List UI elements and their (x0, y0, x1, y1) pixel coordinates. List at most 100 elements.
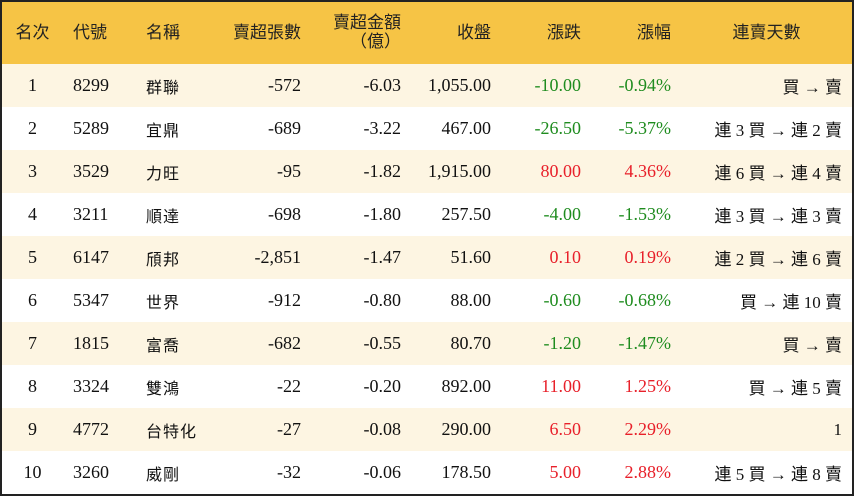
sell-lots-cell: -682 (216, 322, 311, 365)
table-row: 9 4772 台特化 -27 -0.08 290.00 6.50 2.29% 1 (1, 408, 853, 451)
table-row: 4 3211 順達 -698 -1.80 257.50 -4.00 -1.53% 連 3 買 →… (1, 193, 853, 236)
close-cell: 80.70 (411, 322, 501, 365)
sell-amount-cell: -0.06 (363, 462, 402, 482)
rank-cell: 3 (1, 150, 63, 193)
sell-days-cell: 連 2 買 → 連 6 賣 (681, 236, 853, 279)
table-row: 1 8299 群聯 -572 -6.03 1,055.00 -10.00 -0.94% 買 → … (1, 64, 853, 107)
close-cell: 178.50 (441, 462, 492, 482)
code-cell: 3211 (73, 204, 109, 224)
rank-cell: 1 (1, 64, 63, 107)
sell-lots-cell: -32 (277, 462, 301, 482)
close-cell: 51.60 (411, 236, 501, 279)
sell-days-cell: 連 5 買 → 連 8 賣 (714, 465, 843, 484)
code-cell: 3529 (63, 150, 136, 193)
rank-cell: 9 (1, 408, 63, 451)
sell-amount-cell: -0.55 (311, 322, 411, 365)
rank-cell: 4 (28, 204, 37, 224)
table-row: 6 5347 世界 -912 -0.80 88.00 -0.60 -0.68% 買 → 連 10… (1, 279, 853, 322)
rank-cell: 7 (1, 322, 63, 365)
change-pct-cell: -0.94% (591, 64, 681, 107)
sell-amount-cell: -1.82 (311, 150, 411, 193)
change-cell: -1.20 (501, 322, 591, 365)
change-cell: -26.50 (534, 118, 582, 138)
change-cell: -0.60 (543, 290, 582, 310)
header-cell: 漲跌 (501, 1, 591, 64)
change-pct-cell: 2.29% (591, 408, 681, 451)
sell-amount-cell: -1.80 (363, 204, 402, 224)
table-row: 7 1815 富喬 -682 -0.55 80.70 -1.20 -1.47% 買 → 賣 (1, 322, 853, 365)
stock-name-cell: 群聯 (136, 64, 216, 107)
sell-lots-cell: -572 (216, 64, 311, 107)
sell-days-cell: 連 6 買 → 連 4 賣 (681, 150, 853, 193)
sell-lots-cell: -2,851 (216, 236, 311, 279)
sell-days-cell: 買 → 賣 (681, 322, 853, 365)
header-cell: 代號 (63, 1, 136, 64)
stock-name-cell: 頎邦 (136, 236, 216, 279)
code-cell: 5347 (73, 290, 109, 310)
sell-lots-cell: -27 (216, 408, 311, 451)
close-cell: 290.00 (411, 408, 501, 451)
header-cell: 收盤 (411, 1, 501, 64)
change-pct-cell: 1.25% (624, 376, 672, 396)
sell-amount-cell: -3.22 (363, 118, 402, 138)
code-cell: 4772 (63, 408, 136, 451)
close-cell: 467.00 (441, 118, 492, 138)
rank-cell: 2 (28, 118, 37, 138)
change-cell: -4.00 (543, 204, 582, 224)
sell-days-cell: 連 3 買 → 連 2 賣 (714, 121, 843, 140)
sell-days-cell: 買 → 連 10 賣 (740, 293, 842, 312)
sell-lots-cell: -912 (268, 290, 301, 310)
sell-lots-cell: -689 (268, 118, 301, 138)
table-row: 8 3324 雙鴻 -22 -0.20 892.00 11.00 1.25% 買 → 連 5 賣 (1, 365, 853, 408)
change-pct-cell: -1.47% (591, 322, 681, 365)
rank-cell: 8 (28, 376, 37, 396)
code-cell: 3324 (73, 376, 109, 396)
sell-days-cell: 1 (681, 408, 853, 451)
stock-name-cell: 富喬 (136, 322, 216, 365)
header-cell: 漲幅 (591, 1, 681, 64)
header-cell: 名次 (1, 1, 63, 64)
sell-lots-cell: -698 (268, 204, 301, 224)
change-pct-cell: -0.68% (618, 290, 672, 310)
change-cell: 6.50 (501, 408, 591, 451)
change-pct-cell: 4.36% (591, 150, 681, 193)
table-row: 10 3260 威剛 -32 -0.06 178.50 5.00 2.88% 連 5 買 → 連… (1, 451, 853, 495)
sell-amount-cell: -6.03 (311, 64, 411, 107)
change-cell: 80.00 (501, 150, 591, 193)
code-cell: 8299 (63, 64, 136, 107)
sell-days-cell: 買 → 連 5 賣 (748, 379, 843, 398)
table-header: 名次 代號 名稱 賣超張數 賣超金額 （億） 收盤 漲跌 漲幅 連賣天數 (1, 1, 853, 64)
change-pct-cell: 0.19% (591, 236, 681, 279)
rank-cell: 10 (23, 462, 42, 482)
table-row: 3 3529 力旺 -95 -1.82 1,915.00 80.00 4.36% 連 6 買 →… (1, 150, 853, 193)
sell-amount-cell: -0.08 (311, 408, 411, 451)
stock-name-cell: 順達 (146, 206, 181, 226)
code-cell: 5289 (73, 118, 109, 138)
header-cell: 賣超金額 （億） (311, 1, 411, 64)
change-cell: -10.00 (501, 64, 591, 107)
change-cell: 5.00 (549, 462, 582, 482)
stock-name-cell: 台特化 (136, 408, 216, 451)
code-cell: 6147 (63, 236, 136, 279)
table-row: 2 5289 宜鼎 -689 -3.22 467.00 -26.50 -5.37% 連 3 買 … (1, 107, 853, 150)
code-cell: 3260 (73, 462, 109, 482)
sell-amount-cell: -0.20 (363, 376, 402, 396)
sell-lots-cell: -22 (277, 376, 301, 396)
sell-lots-cell: -95 (216, 150, 311, 193)
stock-name-cell: 威剛 (146, 464, 181, 484)
close-cell: 892.00 (441, 376, 492, 396)
stock-name-cell: 雙鴻 (146, 378, 181, 398)
header-cell: 連賣天數 (681, 1, 853, 64)
change-pct-cell: -5.37% (618, 118, 672, 138)
stock-name-cell: 世界 (146, 292, 181, 312)
close-cell: 1,915.00 (411, 150, 501, 193)
rank-cell: 6 (28, 290, 37, 310)
close-cell: 257.50 (441, 204, 492, 224)
header-row: 名次 代號 名稱 賣超張數 賣超金額 （億） 收盤 漲跌 漲幅 連賣天數 (1, 1, 853, 64)
header-cell: 賣超張數 (216, 1, 311, 64)
stock-name-cell: 力旺 (136, 150, 216, 193)
change-cell: 11.00 (541, 376, 581, 396)
change-pct-cell: 2.88% (624, 462, 672, 482)
sell-days-cell: 買 → 賣 (681, 64, 853, 107)
